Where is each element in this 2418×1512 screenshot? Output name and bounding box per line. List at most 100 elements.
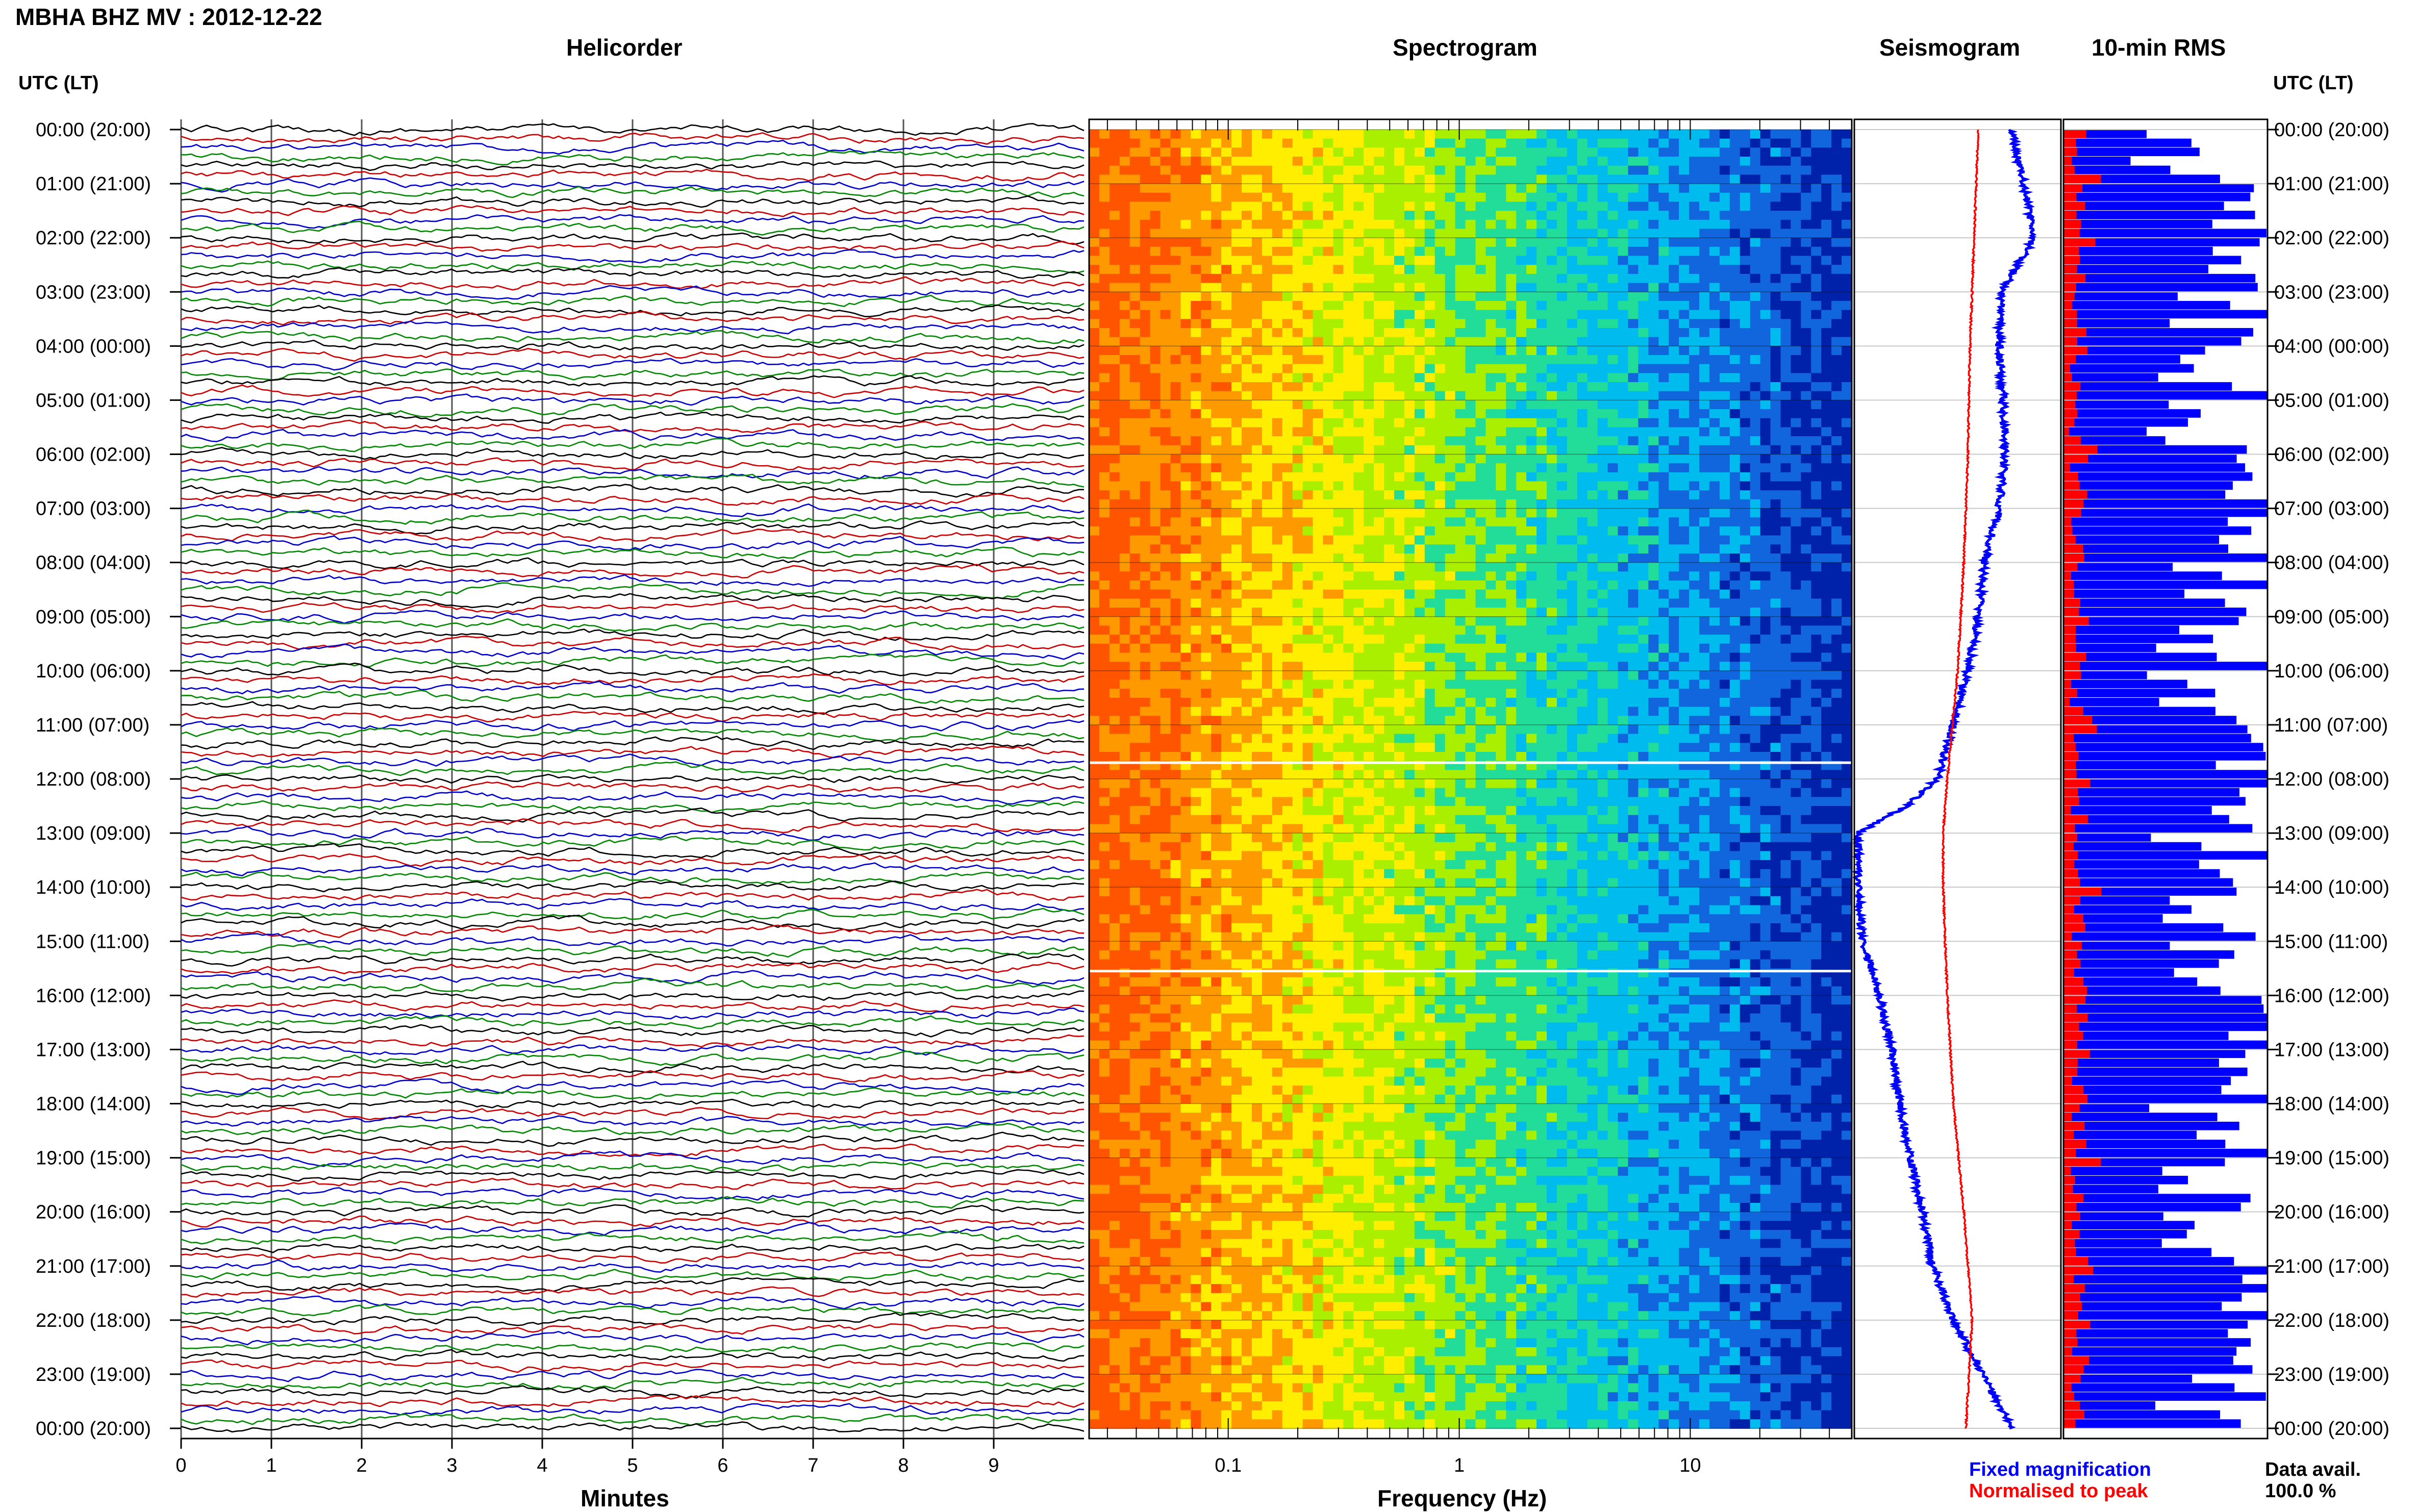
spectrogram-cell [1394,445,1405,455]
spectrogram-cell [1231,229,1242,239]
spectrogram-cell [1110,364,1120,374]
spectrogram-cell [1658,490,1669,500]
spectrogram-cell [1740,598,1751,608]
spectrogram-cell [1293,201,1303,211]
spectrogram-cell [1831,581,1842,590]
spectrogram-cell [1384,581,1395,590]
spectrogram-cell [1201,590,1212,599]
spectrogram-cell [1689,166,1700,175]
spectrogram-cell [1323,256,1334,266]
spectrogram-cell [1588,662,1598,671]
spectrogram-cell [1150,130,1161,139]
spectrogram-cell [1455,211,1466,220]
spectrogram-cell [1771,608,1781,617]
spectrogram-cell [1140,455,1151,464]
spectrogram-cell [1293,625,1303,635]
spectrogram-cell [1394,653,1405,663]
spectrogram-cell [1221,445,1232,455]
spectrogram-cell [1760,427,1771,437]
spectrogram-cell [1618,174,1629,184]
spectrogram-cell [1618,247,1629,257]
spectrogram-cell [1180,526,1191,536]
spectrogram-cell [1435,130,1446,139]
spectrogram-cell [1699,653,1710,663]
spectrogram-cell [1272,247,1283,257]
spectrogram-cell [1303,364,1314,374]
spectrogram-cell [1821,608,1832,617]
spectrogram-cell [1110,698,1120,708]
spectrogram-cell [1791,455,1801,464]
spectrogram-cell [1791,130,1801,139]
spectrogram-cell [1730,571,1741,581]
spectrogram-cell [1110,400,1120,410]
spectrogram-cell [1120,608,1130,617]
spectrogram-cell [1415,238,1425,247]
spectrogram-cell [1842,608,1852,617]
spectrogram-cell [1811,526,1822,536]
spectrogram-cell [1384,130,1395,139]
spectrogram-cell [1598,319,1608,329]
spectrogram-cell [1679,536,1690,545]
spectrogram-cell [1588,571,1598,581]
spectrogram-cell [1171,364,1181,374]
spectrogram-cell [1191,382,1201,392]
spectrogram-cell [1577,689,1588,698]
spectrogram-cell [1252,653,1263,663]
spectrogram-cell [1242,653,1252,663]
spectrogram-cell [1648,391,1659,401]
spectrogram-cell [1831,418,1842,428]
spectrogram-cell [1425,373,1435,383]
spectrogram-cell [1750,211,1761,220]
spectrogram-cell [1811,157,1822,166]
spectrogram-cell [1791,166,1801,175]
spectrogram-cell [1455,418,1466,428]
spectrogram-cell [1293,346,1303,356]
spectrogram-cell [1679,310,1690,320]
spectrogram-cell [1638,346,1649,356]
spectrogram-cell [1801,517,1811,527]
spectrogram-cell [1374,644,1384,653]
spectrogram-cell [1323,455,1334,464]
spectrogram-cell [1140,553,1151,563]
spectrogram-cell [1089,499,1100,509]
spectrogram-cell [1791,364,1801,374]
spectrogram-cell [1699,571,1710,581]
spectrogram-cell [1374,482,1384,491]
spectrogram-cell [1211,328,1222,338]
spectrogram-cell [1221,571,1232,581]
spectrogram-cell [1658,139,1669,148]
spectrogram-cell [1699,671,1710,681]
spectrogram-cell [1171,608,1181,617]
spectrogram-cell [1638,553,1649,563]
spectrogram-cell [1191,373,1201,383]
spectrogram-cell [1771,536,1781,545]
spectrogram-cell [1313,598,1324,608]
spectrogram-cell [1537,328,1547,338]
spectrogram-cell [1811,436,1822,446]
spectrogram-cell [1699,328,1710,338]
spectrogram-cell [1720,617,1730,626]
spectrogram-cell [1272,517,1283,527]
spectrogram-cell [1831,373,1842,383]
spectrogram-cell [1760,256,1771,266]
spectrogram-cell [1191,463,1201,473]
spectrogram-cell [1110,680,1120,690]
spectrogram-cell [1099,391,1110,401]
spectrogram-cell [1282,157,1293,166]
spectrogram-cell [1658,211,1669,220]
spectrogram-cell [1506,553,1517,563]
spectrogram-cell [1282,229,1293,239]
spectrogram-cell [1628,455,1639,464]
spectrogram-cell [1689,409,1700,419]
spectrogram-cell [1161,427,1171,437]
spectrogram-cell [1272,445,1283,455]
spectrogram-cell [1415,139,1425,148]
spectrogram-cell [1618,581,1629,590]
spectrogram-cell [1506,310,1517,320]
spectrogram-cell [1730,274,1741,284]
spectrogram-cell [1699,301,1710,311]
spectrogram-cell [1201,355,1212,365]
spectrogram-cell [1282,220,1293,230]
spectrogram-cell [1343,590,1354,599]
spectrogram-cell [1598,482,1608,491]
